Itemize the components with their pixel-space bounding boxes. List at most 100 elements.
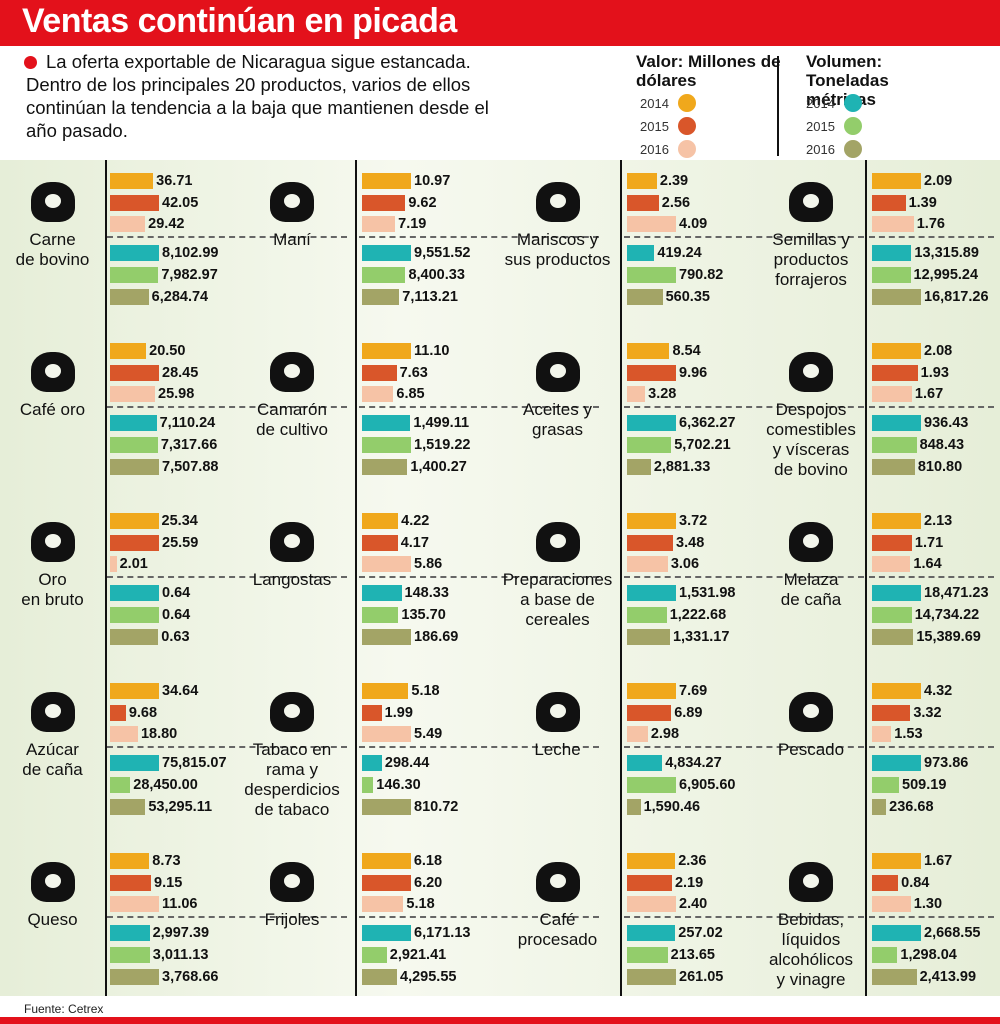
bar	[627, 437, 672, 453]
bar	[362, 925, 411, 941]
bar	[627, 415, 676, 431]
data-label: 790.82	[679, 267, 724, 283]
legend-year: 2015	[806, 119, 835, 134]
bar	[362, 535, 398, 551]
bar	[110, 683, 159, 699]
bar	[627, 629, 670, 645]
data-label: 5,702.21	[674, 437, 731, 453]
bar	[110, 513, 159, 529]
data-label: 13,315.89	[914, 245, 979, 261]
product-name: Leche	[534, 740, 581, 759]
divider	[359, 406, 599, 408]
bar	[872, 267, 911, 283]
bar	[872, 947, 898, 963]
chart-body	[0, 160, 1000, 996]
data-label: 848.43	[919, 437, 965, 453]
product-icon	[44, 534, 61, 548]
bar	[872, 535, 912, 551]
data-label: 9,551.52	[414, 245, 471, 261]
data-label: 1.76	[916, 216, 945, 232]
bar	[110, 755, 159, 771]
data-label: 4.32	[924, 683, 953, 699]
bar	[627, 513, 676, 529]
bar	[627, 459, 651, 475]
data-label: 0.84	[901, 875, 930, 891]
legend-year: 2014	[640, 96, 669, 111]
divider	[107, 406, 347, 408]
bar	[872, 585, 921, 601]
legend-swatch	[844, 117, 862, 135]
product-name: productos	[773, 250, 849, 269]
data-label: 9.15	[154, 875, 183, 891]
bar	[627, 705, 672, 721]
product-name: Frijoles	[264, 910, 320, 929]
data-label: 2.01	[119, 556, 148, 572]
bar	[362, 245, 411, 261]
bar	[110, 386, 155, 402]
bar	[627, 777, 676, 793]
bar	[362, 415, 411, 431]
product-name: y vísceras	[772, 440, 850, 459]
data-label: 2.08	[924, 343, 953, 359]
divider	[869, 746, 994, 748]
data-label: 6.18	[413, 853, 443, 869]
product-name: Pescado	[777, 740, 845, 759]
data-label: 7.69	[679, 683, 708, 699]
legend-swatch	[678, 94, 696, 112]
bar	[627, 535, 674, 551]
bar	[872, 607, 912, 623]
divider	[107, 746, 347, 748]
bar	[110, 726, 138, 742]
data-label: 53,295.11	[148, 799, 213, 815]
bar	[362, 365, 397, 381]
product-name: líquidos	[781, 930, 841, 949]
bar	[627, 195, 659, 211]
data-label: 6.89	[674, 705, 703, 721]
bar	[362, 513, 399, 529]
data-label: 810.72	[414, 799, 459, 815]
data-label: 20.50	[149, 343, 186, 359]
bar	[872, 969, 917, 985]
bar	[110, 267, 159, 283]
data-label: 18,471.23	[924, 585, 989, 601]
data-label: 18.80	[140, 726, 178, 742]
product-name: Azúcar	[26, 740, 79, 759]
product-name: Camarón	[257, 400, 327, 419]
data-label: 7.19	[398, 216, 427, 232]
bar	[110, 629, 159, 645]
bar	[627, 365, 676, 381]
data-label: 1,222.68	[669, 607, 727, 623]
bar	[362, 173, 411, 189]
bullet	[24, 56, 37, 69]
column-separator	[865, 160, 867, 996]
bar	[872, 896, 911, 912]
column-separator	[105, 160, 107, 996]
product-name: cereales	[525, 610, 590, 629]
bar	[872, 556, 911, 572]
product-icon	[284, 704, 300, 718]
product-icon	[803, 874, 819, 888]
product-name: de caña	[22, 760, 83, 779]
product-name: Preparaciones	[502, 570, 613, 589]
bar	[110, 343, 147, 359]
bar	[110, 969, 159, 985]
bar	[872, 245, 912, 261]
bar	[872, 683, 921, 699]
data-label: 257.02	[678, 925, 723, 941]
bar	[110, 195, 159, 211]
data-label: 7,507.88	[162, 459, 219, 475]
product-icon	[803, 534, 819, 548]
bar	[872, 415, 921, 431]
bar	[110, 799, 146, 815]
product-name: Despojos	[775, 400, 847, 419]
data-label: 42.05	[162, 195, 199, 211]
product-name: a base de	[520, 590, 595, 609]
divider	[624, 236, 864, 238]
data-label: 2,921.41	[389, 947, 447, 963]
product-icon	[284, 364, 300, 378]
data-label: 1.53	[894, 726, 923, 742]
bar	[362, 195, 406, 211]
data-label: 25.34	[161, 513, 198, 529]
data-label: 14,734.22	[914, 607, 980, 623]
